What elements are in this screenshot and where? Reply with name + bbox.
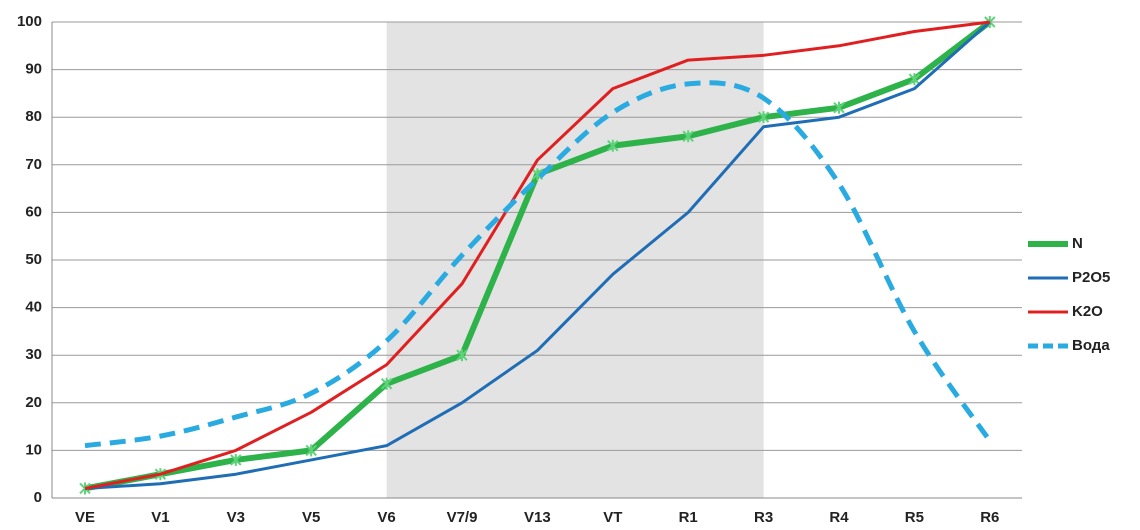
x-tick-label: R3: [754, 509, 773, 526]
x-tick-label: R1: [679, 509, 698, 526]
x-tick-label: V7/9: [447, 509, 478, 526]
y-tick-label: 100: [17, 13, 42, 30]
x-tick-label: V1: [151, 509, 169, 526]
y-tick-label: 90: [25, 61, 42, 78]
x-tick-label: V5: [302, 509, 320, 526]
y-tick-label: 10: [25, 441, 42, 458]
x-tick-label: R4: [829, 509, 849, 526]
y-tick-label: 0: [34, 489, 42, 506]
chart: 0 10 20 30 40 50 60 70 80 90 100 VE V1 V3 V5 V6 V7/9 V13 V…: [0, 0, 1140, 530]
x-tick-label: VT: [603, 509, 622, 526]
x-tick-label: V13: [524, 509, 551, 526]
legend-label: K2O: [1072, 303, 1103, 320]
x-tick-label: R5: [905, 509, 924, 526]
x-tick-label: V3: [227, 509, 245, 526]
legend-label: P2O5: [1072, 269, 1110, 286]
y-tick-label: 60: [25, 203, 42, 220]
y-tick-label: 50: [25, 251, 42, 268]
y-tick-label: 30: [25, 346, 42, 363]
y-tick-label: 20: [25, 394, 42, 411]
legend-label: N: [1072, 235, 1083, 252]
x-tick-label: V6: [377, 509, 395, 526]
x-tick-label: R6: [980, 509, 999, 526]
legend-label: Вода: [1072, 337, 1110, 354]
y-tick-label: 70: [25, 156, 42, 173]
y-tick-label: 80: [25, 108, 42, 125]
x-tick-label: VE: [75, 509, 95, 526]
y-tick-label: 40: [25, 299, 42, 316]
